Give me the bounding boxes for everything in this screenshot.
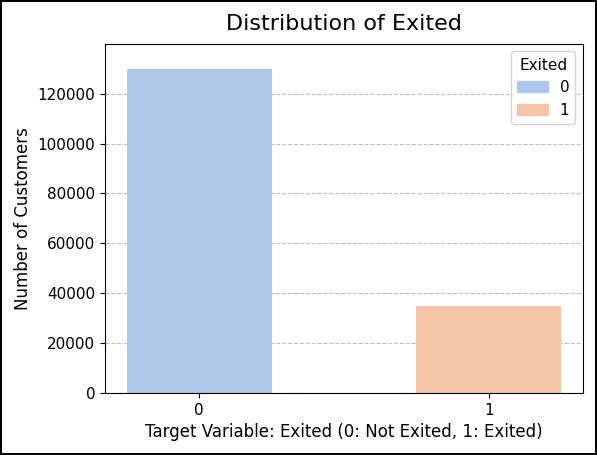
Title: Distribution of Exited: Distribution of Exited [226,14,462,34]
Legend: 0, 1: 0, 1 [511,51,576,124]
Bar [417,306,561,393]
Y-axis label: Number of Customers: Number of Customers [14,127,32,310]
X-axis label: Target Variable: Exited (0: Not Exited, 1: Exited): Target Variable: Exited (0: Not Exited, … [145,423,543,441]
Bar [127,69,272,393]
